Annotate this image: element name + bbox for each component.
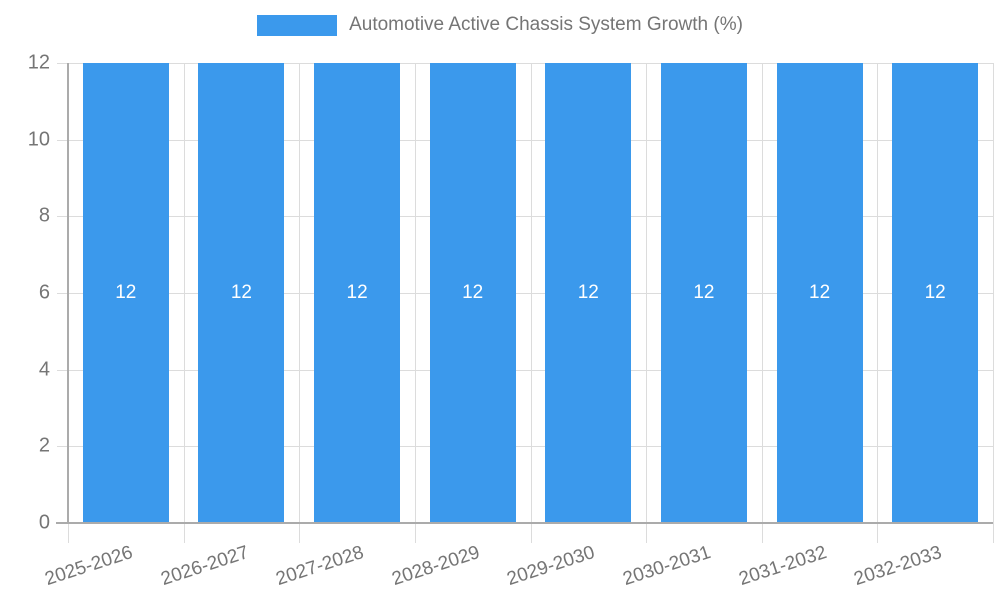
- bar: [545, 63, 632, 523]
- h-gridline: [57, 446, 993, 447]
- bar: [198, 63, 285, 523]
- v-gridline: [646, 63, 647, 543]
- legend-swatch: [257, 14, 338, 36]
- bar-value-label: 12: [577, 282, 599, 303]
- v-gridline: [299, 63, 300, 543]
- bar-value-label: 12: [462, 282, 484, 303]
- v-gridline: [993, 63, 994, 543]
- y-tick-label: 8: [38, 204, 50, 227]
- bar: [429, 63, 516, 523]
- y-tick-label: 2: [38, 434, 50, 457]
- bar-value-label: 12: [924, 282, 946, 303]
- bar-value-label: 12: [693, 282, 715, 303]
- y-tick-label: 0: [38, 511, 50, 534]
- bar-value-label: 12: [115, 282, 137, 303]
- v-gridline: [531, 63, 532, 543]
- v-gridline-tick: [68, 523, 69, 543]
- x-tick-label: 2032-2033: [851, 542, 945, 591]
- x-axis-line: [56, 522, 993, 524]
- x-tick-label: 2027-2028: [273, 542, 367, 591]
- y-tick-label: 6: [38, 281, 50, 304]
- bar-value-label: 12: [230, 282, 252, 303]
- y-tick-label: 10: [27, 128, 50, 151]
- v-gridline: [184, 63, 185, 543]
- x-tick-label: 2029-2030: [504, 542, 598, 591]
- x-tick-label: 2025-2026: [42, 542, 136, 591]
- bar-value-label: 12: [346, 282, 368, 303]
- h-gridline: [57, 293, 993, 294]
- x-tick-label: 2028-2029: [389, 542, 483, 591]
- bar: [314, 63, 401, 523]
- x-tick-label: 2030-2031: [620, 542, 714, 591]
- chart-legend: Automotive Active Chassis System Growth …: [0, 14, 1000, 36]
- x-tick-label: 2026-2027: [157, 542, 251, 591]
- y-tick-label: 4: [38, 358, 50, 381]
- bar: [892, 63, 979, 523]
- bar: [82, 63, 169, 523]
- legend-label: Automotive Active Chassis System Growth …: [349, 14, 743, 35]
- bar: [776, 63, 863, 523]
- h-gridline: [57, 216, 993, 217]
- v-gridline: [877, 63, 878, 543]
- h-gridline: [57, 140, 993, 141]
- bar-value-label: 12: [809, 282, 831, 303]
- v-gridline: [762, 63, 763, 543]
- v-gridline: [415, 63, 416, 543]
- y-axis-line: [67, 63, 69, 523]
- bar: [660, 63, 747, 523]
- h-gridline: [57, 63, 993, 64]
- x-tick-label: 2031-2032: [736, 542, 830, 591]
- h-gridline: [57, 370, 993, 371]
- y-tick-label: 12: [27, 51, 50, 74]
